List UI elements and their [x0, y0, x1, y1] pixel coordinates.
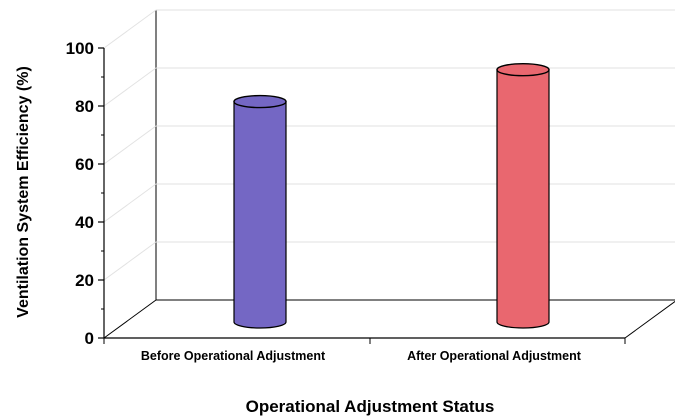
- y-tick-label: 80: [75, 97, 94, 116]
- y-tick-label: 20: [75, 271, 94, 290]
- y-tick-label: 100: [66, 39, 94, 58]
- x-category-labels: Before Operational Adjustment After Opera…: [141, 349, 582, 363]
- side-gridline: [103, 125, 157, 165]
- bar-top: [233, 94, 287, 109]
- bar-top: [496, 62, 550, 77]
- y-tick-label: 40: [75, 213, 94, 232]
- bar-body: [496, 69, 550, 329]
- floor-right-edge: [624, 300, 675, 339]
- y-tick-labels: 0 20 40 60 80 100: [66, 39, 94, 348]
- side-gridline: [103, 67, 157, 107]
- x-category-label: Before Operational Adjustment: [141, 349, 326, 363]
- bar-body: [233, 101, 287, 329]
- chart-walls: [103, 10, 675, 339]
- side-gridline: [103, 183, 157, 223]
- bar-2: [496, 62, 550, 329]
- bar-1: [233, 94, 287, 329]
- y-tick-label: 60: [75, 155, 94, 174]
- y-axis-title: Ventilation System Efficiency (%): [15, 66, 32, 318]
- y-tick-label: 0: [85, 329, 94, 348]
- gridlines: [103, 9, 675, 281]
- y-axis: [98, 47, 626, 344]
- floor-left-edge: [103, 299, 157, 339]
- side-gridline: [103, 9, 157, 49]
- bars: [233, 62, 550, 329]
- x-axis-title: Operational Adjustment Status: [246, 397, 495, 416]
- side-gridline: [103, 241, 157, 281]
- x-category-label: After Operational Adjustment: [407, 349, 582, 363]
